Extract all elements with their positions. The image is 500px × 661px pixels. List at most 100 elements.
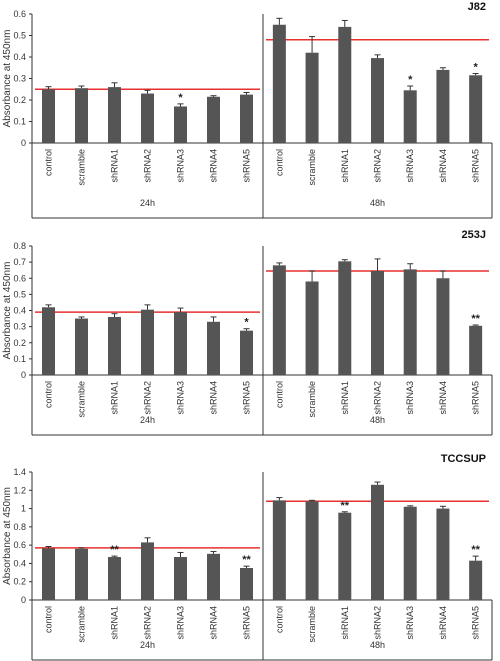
bar bbox=[305, 52, 319, 144]
category-label: shRNA3 bbox=[405, 606, 415, 640]
y-tick-label: 0.8 bbox=[13, 241, 26, 251]
significance-marker: ** bbox=[471, 313, 480, 325]
panel-title: 253J bbox=[462, 229, 486, 241]
category-label: shRNA5 bbox=[242, 381, 252, 415]
category-label: shRNA2 bbox=[373, 381, 383, 415]
bar bbox=[272, 500, 286, 600]
category-label: scramble bbox=[307, 606, 317, 643]
y-tick-label: 0.4 bbox=[13, 306, 26, 316]
category-label: shRNA5 bbox=[242, 149, 252, 183]
category-label: shRNA3 bbox=[176, 381, 186, 415]
bar bbox=[108, 557, 121, 600]
bar bbox=[272, 24, 286, 143]
bar bbox=[469, 75, 483, 143]
category-label: shRNA5 bbox=[471, 149, 481, 183]
group-label: 48h bbox=[370, 415, 385, 425]
significance-marker: ** bbox=[471, 544, 480, 556]
y-tick-label: 0.3 bbox=[13, 74, 26, 84]
y-tick-label: 0.1 bbox=[13, 354, 26, 364]
category-label: shRNA3 bbox=[405, 149, 415, 183]
category-label: shRNA1 bbox=[110, 381, 120, 415]
category-label: shRNA4 bbox=[209, 606, 219, 640]
bar bbox=[75, 318, 88, 375]
category-label: shRNA4 bbox=[438, 606, 448, 640]
y-tick-label: 0.5 bbox=[13, 31, 26, 41]
bar bbox=[141, 93, 154, 143]
y-tick-label: 0.2 bbox=[13, 338, 26, 348]
category-label: shRNA3 bbox=[176, 149, 186, 183]
bar bbox=[469, 560, 483, 600]
bar bbox=[141, 309, 154, 375]
category-label: shRNA2 bbox=[373, 606, 383, 640]
category-label: control bbox=[44, 606, 54, 633]
bar bbox=[42, 307, 55, 375]
bar bbox=[240, 94, 253, 143]
bar bbox=[207, 553, 220, 600]
y-tick-label: 0 bbox=[21, 595, 26, 605]
bar bbox=[436, 278, 450, 375]
bar bbox=[42, 89, 55, 143]
significance-marker: * bbox=[244, 317, 249, 329]
bar bbox=[371, 270, 384, 375]
category-label: shRNA5 bbox=[471, 381, 481, 415]
category-label: shRNA4 bbox=[209, 381, 219, 415]
bar bbox=[305, 281, 319, 375]
bar bbox=[272, 265, 286, 375]
group-label: 48h bbox=[370, 198, 385, 208]
category-label: shRNA2 bbox=[143, 606, 153, 640]
bar bbox=[240, 330, 253, 375]
bar bbox=[338, 261, 352, 375]
category-label: scramble bbox=[77, 381, 87, 418]
chart-panel-1: 0 0.1 0.2 0.3 0.4 0.5 0.6 Absorbance at 450nm J8… bbox=[2, 1, 493, 219]
bar bbox=[338, 26, 352, 143]
category-label: shRNA2 bbox=[373, 149, 383, 183]
category-label: shRNA1 bbox=[110, 606, 120, 640]
y-tick-label: 0.2 bbox=[13, 577, 26, 587]
bar bbox=[207, 96, 220, 143]
bar bbox=[75, 548, 88, 600]
y-tick-label: 0.6 bbox=[13, 273, 26, 283]
y-tick-label: 0.6 bbox=[13, 9, 26, 19]
bar bbox=[436, 69, 450, 143]
bar bbox=[371, 58, 384, 144]
significance-marker: ** bbox=[242, 554, 251, 566]
bar bbox=[338, 512, 352, 600]
category-label: scramble bbox=[307, 381, 317, 418]
category-label: shRNA2 bbox=[143, 381, 153, 415]
bar bbox=[174, 557, 187, 600]
y-tick-label: 0.8 bbox=[13, 522, 26, 532]
category-label: shRNA2 bbox=[143, 149, 153, 183]
bar bbox=[436, 508, 450, 600]
y-axis-label: Absorbance at 450nm bbox=[2, 487, 13, 585]
y-tick-label: 0.5 bbox=[13, 289, 26, 299]
group-label: 24h bbox=[140, 415, 155, 425]
category-label: shRNA1 bbox=[340, 606, 350, 640]
category-label: shRNA3 bbox=[176, 606, 186, 640]
category-label: control bbox=[274, 606, 284, 633]
bar bbox=[174, 312, 187, 375]
category-label: shRNA5 bbox=[242, 606, 252, 640]
bar bbox=[108, 316, 121, 375]
category-label: shRNA1 bbox=[340, 149, 350, 183]
category-label: shRNA4 bbox=[438, 149, 448, 183]
y-axis-label: Absorbance at 450nm bbox=[2, 262, 13, 360]
bar bbox=[403, 506, 417, 600]
bar bbox=[371, 484, 384, 600]
category-label: shRNA4 bbox=[438, 381, 448, 415]
significance-marker: * bbox=[178, 92, 183, 104]
bar bbox=[174, 106, 187, 143]
category-label: shRNA3 bbox=[405, 381, 415, 415]
y-tick-label: 0.7 bbox=[13, 257, 26, 267]
category-label: scramble bbox=[307, 149, 317, 186]
panel-title: J82 bbox=[468, 1, 486, 13]
y-tick-label: 0.2 bbox=[13, 95, 26, 105]
significance-marker: * bbox=[474, 62, 479, 74]
y-tick-label: 0 bbox=[21, 138, 26, 148]
group-label: 24h bbox=[140, 640, 155, 650]
chart-panel-2: 0 0.1 0.2 0.3 0.4 0.5 0.6 0.7 0.8 Absorbance at 4… bbox=[2, 229, 493, 436]
significance-marker: ** bbox=[110, 544, 119, 556]
bar bbox=[403, 90, 417, 143]
category-label: control bbox=[274, 149, 284, 176]
